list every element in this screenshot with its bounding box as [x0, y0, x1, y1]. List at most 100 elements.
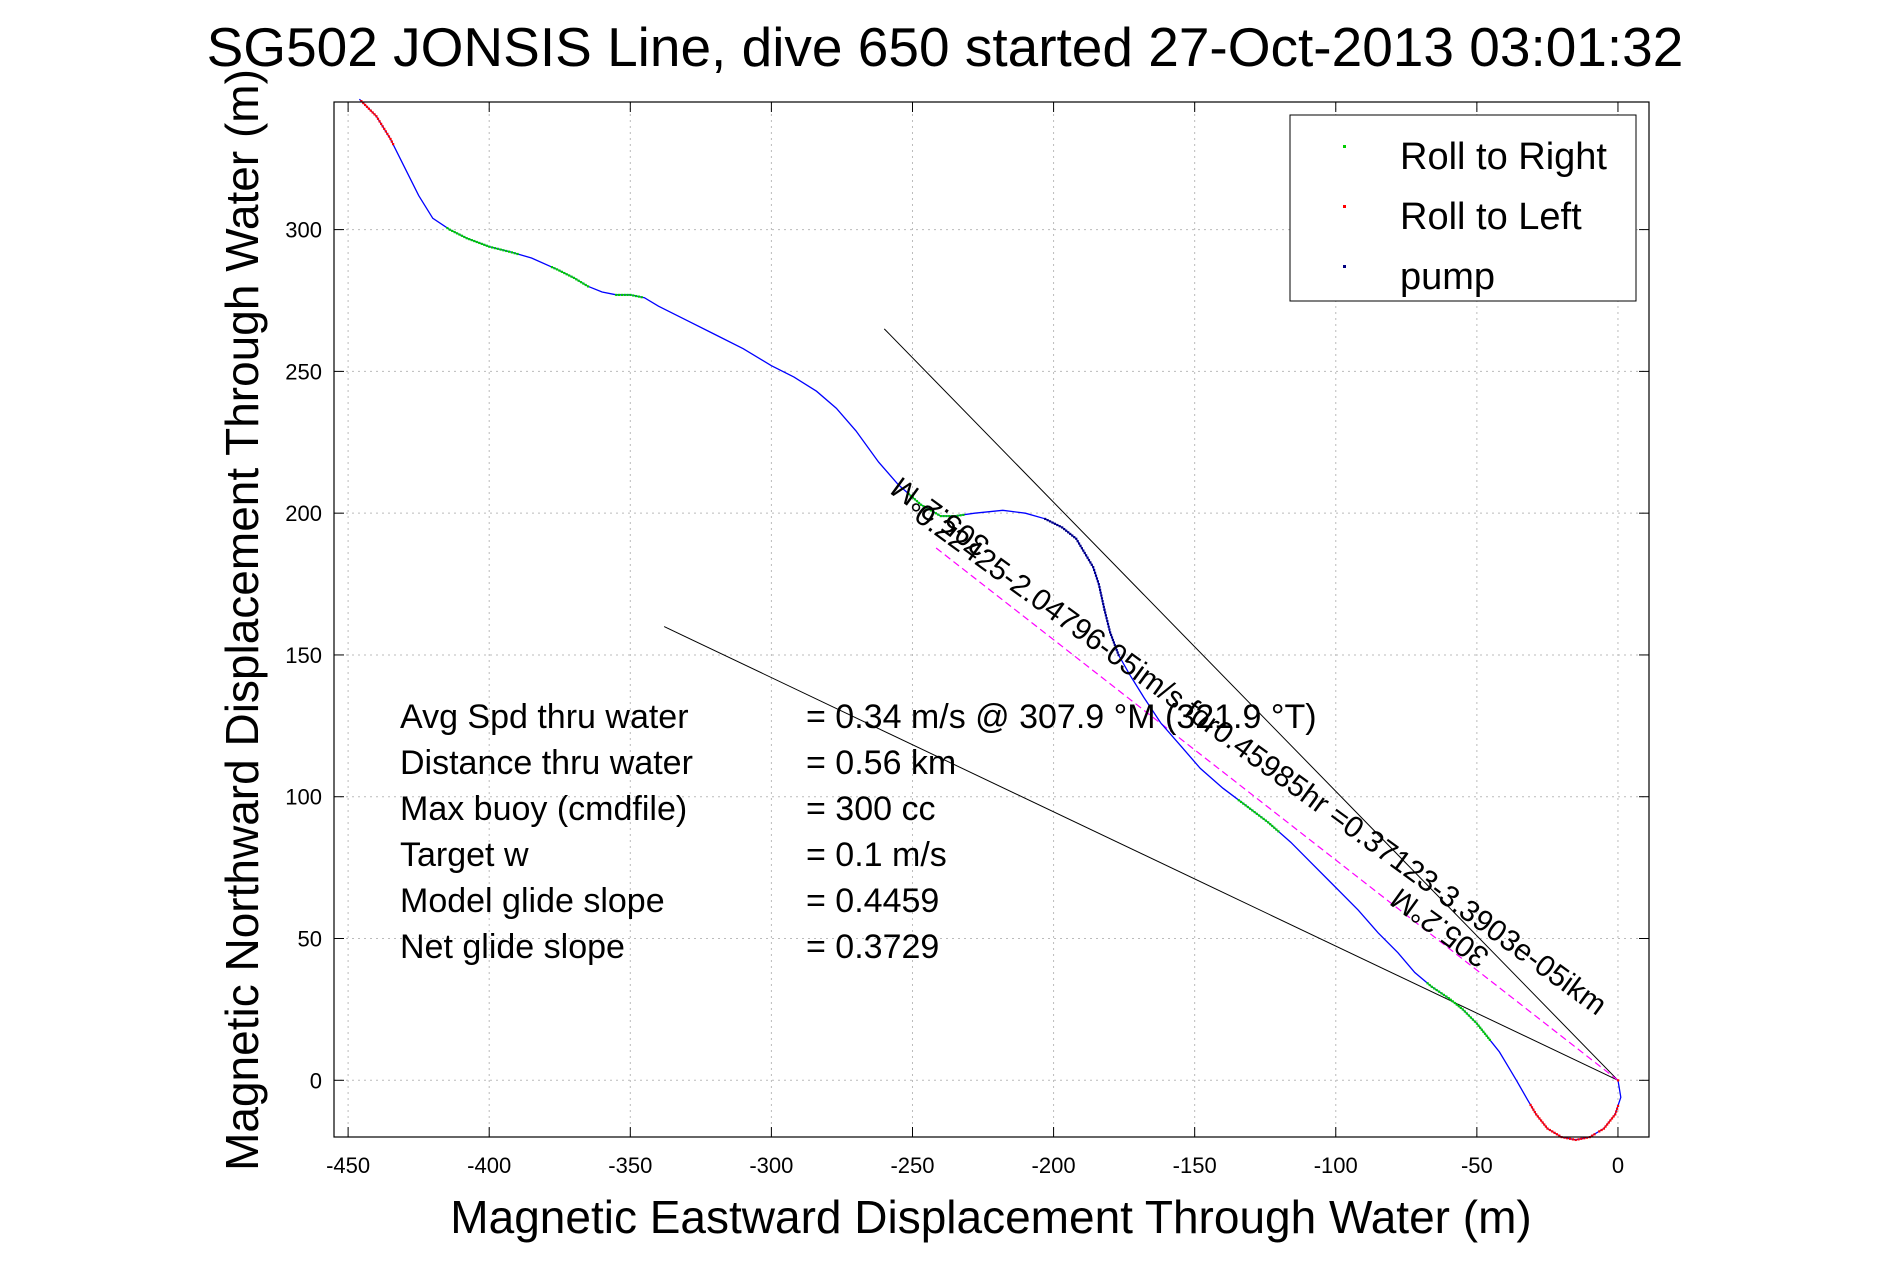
track-marker-roll-to-right — [507, 250, 511, 253]
track-marker-roll-to-right — [922, 505, 925, 508]
track-marker-roll-to-right — [568, 274, 571, 277]
track-marker-pump — [1102, 605, 1105, 608]
track-marker-roll-to-right — [468, 238, 471, 241]
track-marker-roll-to-right — [620, 293, 624, 297]
track-marker-roll-to-right — [555, 268, 559, 271]
track-marker-roll-to-right — [962, 513, 965, 516]
track-marker-roll-to-left — [375, 115, 378, 118]
track-marker-roll-to-left — [1538, 1117, 1541, 1120]
track-marker-roll-to-right — [945, 515, 948, 518]
track-marker-roll-to-right — [480, 242, 483, 245]
track-marker-roll-to-left — [1546, 1127, 1549, 1130]
track-marker-roll-to-right — [553, 267, 556, 270]
track-marker-roll-to-right — [1258, 814, 1261, 817]
track-marker-pump — [1106, 619, 1109, 623]
chart-title: SG502 JONSIS Line, dive 650 started 27-O… — [207, 16, 1684, 78]
stat-label: Avg Spd thru water — [400, 698, 689, 736]
track-marker-roll-to-left — [1568, 1137, 1572, 1140]
track-marker-roll-to-left — [376, 117, 380, 120]
x-tick-label: -250 — [890, 1153, 934, 1178]
y-tick-label: 0 — [310, 1068, 322, 1093]
track-marker-roll-to-right — [446, 226, 449, 230]
track-marker-roll-to-left — [389, 137, 392, 141]
track-marker-roll-to-right — [1255, 812, 1258, 815]
y-tick-label: 250 — [285, 359, 322, 384]
track-marker-roll-to-right — [1428, 983, 1431, 987]
track-marker-roll-to-right — [911, 496, 914, 499]
track-marker-roll-to-right — [1475, 1022, 1479, 1025]
track-marker-roll-to-right — [1269, 823, 1272, 826]
track-marker-pump — [1067, 531, 1070, 534]
track-marker-roll-to-right — [909, 494, 912, 497]
track-marker-roll-to-left — [367, 107, 371, 110]
track-marker-roll-to-right — [1487, 1036, 1490, 1039]
track-marker-roll-to-right — [453, 231, 456, 234]
track-marker-pump — [1089, 561, 1092, 564]
y-tick-label: 200 — [285, 501, 322, 526]
track-marker-roll-to-right — [1244, 804, 1247, 807]
track-marker-roll-to-right — [1442, 993, 1446, 997]
track-marker-pump — [1051, 521, 1054, 524]
track-marker-roll-to-right — [448, 228, 451, 231]
track-marker-roll-to-right — [560, 270, 563, 273]
track-marker-roll-to-right — [939, 515, 942, 518]
track-marker-roll-to-right — [1455, 1003, 1458, 1006]
track-marker-roll-to-right — [582, 282, 585, 285]
track-marker-roll-to-right — [1488, 1038, 1491, 1041]
track-marker-pump — [1083, 551, 1086, 555]
track-marker-roll-to-left — [1544, 1125, 1547, 1128]
stat-value: = 0.3729 — [806, 928, 939, 966]
track-marker-roll-to-left — [1532, 1108, 1535, 1111]
track-marker-pump — [1058, 525, 1061, 528]
track-marker-pump — [1113, 643, 1116, 647]
track-marker-roll-to-left — [1551, 1130, 1554, 1133]
track-marker-pump — [1056, 523, 1059, 527]
track-marker-roll-to-right — [932, 510, 935, 513]
track-marker-roll-to-right — [1473, 1020, 1477, 1023]
track-marker-roll-to-left — [371, 111, 374, 114]
x-axis-label: Magnetic Eastward Displacement Through W… — [450, 1191, 1531, 1243]
track-marker-pump — [1071, 534, 1074, 537]
track-marker-pump — [1099, 591, 1102, 594]
track-marker-roll-to-right — [584, 283, 587, 287]
track-marker-roll-to-right — [1437, 990, 1441, 993]
track-marker-roll-to-right — [956, 514, 959, 517]
track-marker-pump — [1100, 594, 1103, 597]
track-marker-roll-to-left — [1574, 1138, 1577, 1142]
track-marker-pump — [1109, 631, 1112, 634]
track-marker-pump — [1102, 602, 1105, 606]
track-marker-roll-to-right — [570, 275, 573, 278]
track-marker-roll-to-right — [907, 492, 910, 496]
track-marker-roll-to-right — [640, 296, 643, 299]
track-marker-roll-to-right — [1451, 1000, 1454, 1003]
track-marker-roll-to-right — [1248, 807, 1252, 810]
track-marker-pump — [1110, 636, 1114, 639]
track-marker-roll-to-left — [1610, 1117, 1614, 1120]
track-marker-pump — [1106, 622, 1110, 625]
legend-marker — [1343, 265, 1346, 268]
track-marker-roll-to-right — [953, 515, 957, 518]
track-marker-roll-to-right — [632, 294, 635, 297]
track-marker-roll-to-right — [937, 513, 940, 516]
track-marker-roll-to-right — [1246, 805, 1249, 809]
track-marker-roll-to-right — [919, 503, 923, 506]
track-marker-roll-to-left — [1555, 1133, 1559, 1136]
track-marker-roll-to-right — [1242, 802, 1245, 805]
track-marker-roll-to-left — [1530, 1106, 1534, 1109]
track-marker-roll-to-left — [392, 143, 395, 146]
x-tick-label: -350 — [608, 1153, 652, 1178]
track-marker-roll-to-right — [458, 233, 461, 236]
track-marker-roll-to-left — [1602, 1127, 1606, 1130]
track-marker-roll-to-left — [1548, 1128, 1551, 1132]
track-marker-roll-to-left — [1593, 1133, 1596, 1136]
track-marker-roll-to-right — [465, 237, 468, 240]
track-marker-roll-to-right — [1253, 811, 1256, 814]
track-marker-roll-to-left — [1543, 1123, 1546, 1126]
track-marker-pump — [1092, 566, 1095, 569]
heading-line — [883, 328, 1619, 1081]
stat-value: = 0.56 km — [806, 744, 956, 782]
stat-value: = 0.1 m/s — [806, 836, 947, 874]
track-marker-roll-to-right — [470, 239, 473, 242]
track-marker-roll-to-left — [1591, 1134, 1594, 1137]
